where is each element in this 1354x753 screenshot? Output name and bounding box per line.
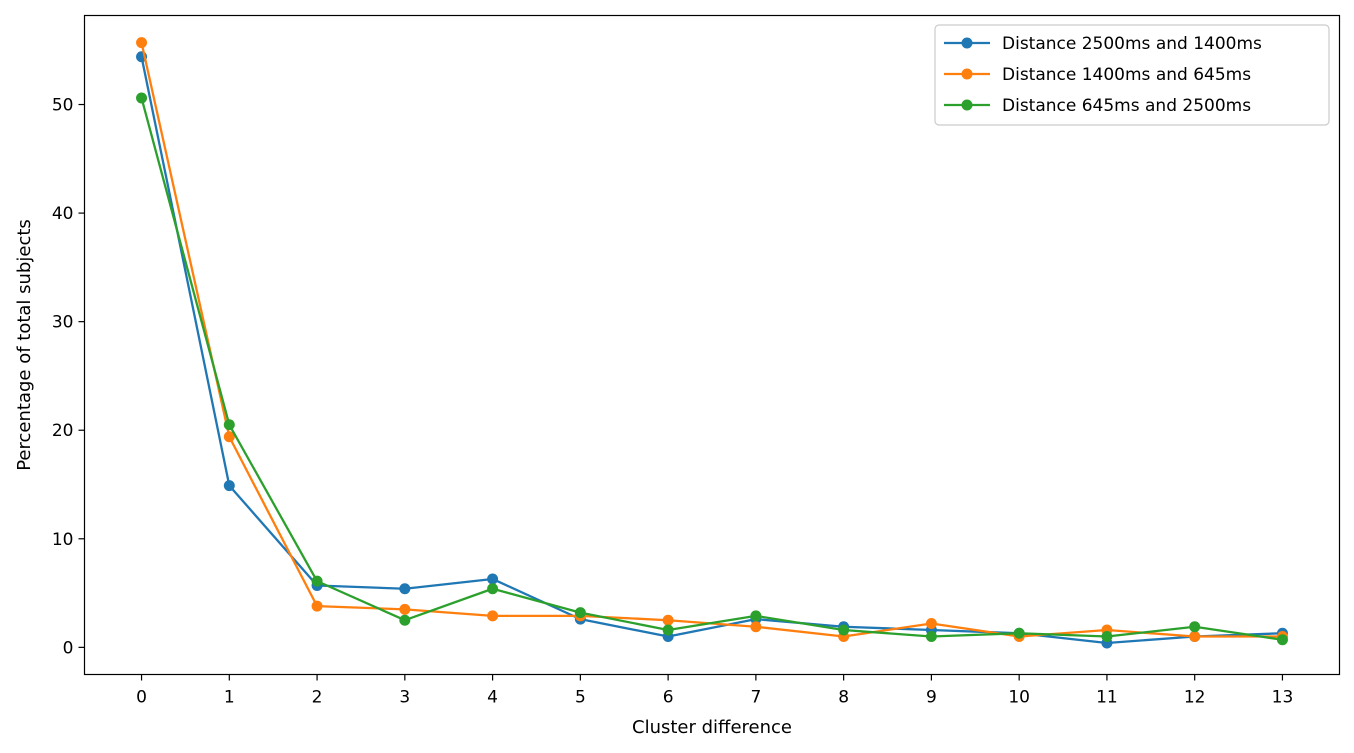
y-tick-label: 0 [63,638,74,658]
x-tick-label: 9 [926,688,937,708]
series-3-point [1101,631,1113,643]
x-tick-label: 8 [838,688,849,708]
x-tick-label: 7 [750,688,761,708]
series-3-point [838,624,850,636]
series-3-point [223,419,235,431]
series-3-point [750,610,762,622]
x-tick-label: 2 [312,688,323,708]
series-2-point [750,621,762,633]
x-tick-label: 11 [1096,688,1118,708]
y-tick-label: 50 [52,96,74,116]
legend-label-1: Distance 2500ms and 1400ms [1002,34,1262,54]
legend-label-3: Distance 645ms and 2500ms [1002,96,1251,116]
legend-box [934,24,1330,126]
series-1-point [399,583,411,595]
series-3-point [136,92,148,104]
x-tick-label: 12 [1184,688,1206,708]
series-2-point [223,431,235,443]
x-axis-label: Cluster difference [632,717,792,738]
x-tick-label: 5 [575,688,586,708]
y-tick-label: 20 [52,421,74,441]
series-2-point [487,610,499,622]
series-3-point [487,583,499,595]
series-2-point [1189,631,1201,643]
x-tick-label: 6 [663,688,674,708]
series-3-point [311,575,323,587]
series-line-3 [140,97,1283,641]
series-2-point [399,603,411,615]
legend: Distance 2500ms and 1400ms Distance 1400m… [934,24,1330,126]
y-axis: 0 10 20 30 40 50 [52,96,85,658]
series-line-1 [140,56,1283,645]
x-tick-label: 3 [399,688,410,708]
x-tick-label: 4 [487,688,498,708]
plot-frame [83,14,1341,676]
series-3-point [1276,634,1288,646]
series-2-point [925,617,937,629]
legend-label-2: Distance 1400ms and 645ms [1002,65,1251,85]
y-axis-label: Percentage of total subjects [14,219,35,471]
series-1-point [487,573,499,585]
legend-marker-2 [961,68,973,80]
series-2-point [311,600,323,612]
series-layer [136,37,1288,649]
series-2-point [662,614,674,626]
series-1-point [223,480,235,492]
series-3-point [925,631,937,643]
series-2-point [136,37,148,49]
y-tick-label: 30 [52,313,74,333]
x-tick-label: 10 [1008,688,1030,708]
legend-marker-1 [961,37,973,49]
series-3-point [1189,621,1201,633]
x-tick-label: 0 [136,688,147,708]
series-3-point [1013,627,1025,639]
series-3-point [662,624,674,636]
y-tick-label: 40 [52,204,74,224]
legend-marker-3 [961,99,973,111]
x-tick-label: 1 [224,688,235,708]
series-3-point [399,614,411,626]
x-axis: 0 1 2 3 4 5 6 7 8 9 10 11 12 13 [136,674,1294,708]
x-tick-label: 13 [1272,688,1294,708]
series-3-point [574,607,586,619]
y-tick-label: 10 [52,530,74,550]
